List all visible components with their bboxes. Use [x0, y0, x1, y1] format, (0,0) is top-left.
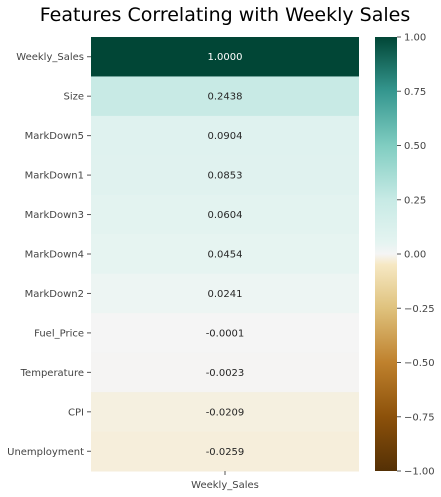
heatmap-cell [91, 431, 359, 472]
row-tick-label: MarkDown1 [25, 171, 84, 182]
row-tick-label: MarkDown5 [25, 131, 84, 142]
row-tick-label: Size [63, 92, 84, 103]
colorbar-tick-label: −1.00 [404, 467, 435, 478]
row-tick-label: Weekly_Sales [16, 52, 84, 63]
colorbar [375, 37, 397, 471]
colorbar-tick-label: −0.75 [404, 412, 435, 423]
heatmap-cell [91, 194, 359, 235]
cell-value-label: 0.0241 [208, 289, 243, 300]
row-tick-label: MarkDown3 [25, 210, 84, 221]
cell-value-label: 0.0853 [208, 171, 243, 182]
heatmap-cell [91, 352, 359, 393]
colorbar-tick-label: 0.00 [404, 250, 426, 261]
row-tick-label: MarkDown2 [25, 289, 84, 300]
chart-title: Features Correlating with Weekly Sales [40, 4, 411, 26]
heatmap-cell [91, 234, 359, 275]
heatmap-cell [91, 155, 359, 196]
cell-value-label: 0.2438 [208, 92, 243, 103]
row-tick-label: CPI [68, 407, 84, 418]
column-tick-labels: Weekly_Sales [191, 471, 259, 491]
row-tick-label: MarkDown4 [25, 250, 84, 261]
heatmap-cell [91, 76, 359, 117]
cell-value-label: -0.0001 [206, 328, 245, 339]
colorbar-tick-label: 0.75 [404, 87, 426, 98]
heatmap-cell [91, 115, 359, 156]
heatmap-cell [91, 273, 359, 314]
cell-value-label: 0.0604 [208, 210, 243, 221]
row-tick-label: Temperature [20, 368, 84, 379]
colorbar-ticks: 1.00 0.75 0.50 0.25 0.00 −0.25 −0.50 −0.75 −1.00 [397, 33, 435, 478]
colorbar-tick-label: 0.50 [404, 141, 426, 152]
column-tick-label: Weekly_Sales [191, 480, 259, 491]
heatmap-cells: 1.0000 0.2438 0.0904 0.0853 0.0604 0.0454 0.02… [91, 37, 359, 472]
heatmap-cell [91, 313, 359, 354]
cell-value-label: 1.0000 [208, 52, 243, 63]
heatmap-cell [91, 37, 359, 77]
cell-value-label: -0.0023 [206, 368, 245, 379]
cell-value-label: -0.0259 [206, 447, 245, 458]
colorbar-tick-label: −0.50 [404, 358, 435, 369]
colorbar-tick-label: 1.00 [404, 33, 426, 44]
row-tick-label: Unemployment [7, 447, 84, 458]
row-tick-labels: Weekly_Sales Size MarkDown5 MarkDown1 MarkDo… [7, 52, 91, 458]
row-tick-label: Fuel_Price [34, 328, 84, 339]
cell-value-label: 0.0454 [208, 250, 243, 261]
cell-value-label: -0.0209 [206, 407, 245, 418]
colorbar-tick-label: 0.25 [404, 195, 426, 206]
cell-value-label: 0.0904 [208, 131, 243, 142]
heatmap-cell [91, 392, 359, 433]
colorbar-tick-label: −0.25 [404, 304, 435, 315]
